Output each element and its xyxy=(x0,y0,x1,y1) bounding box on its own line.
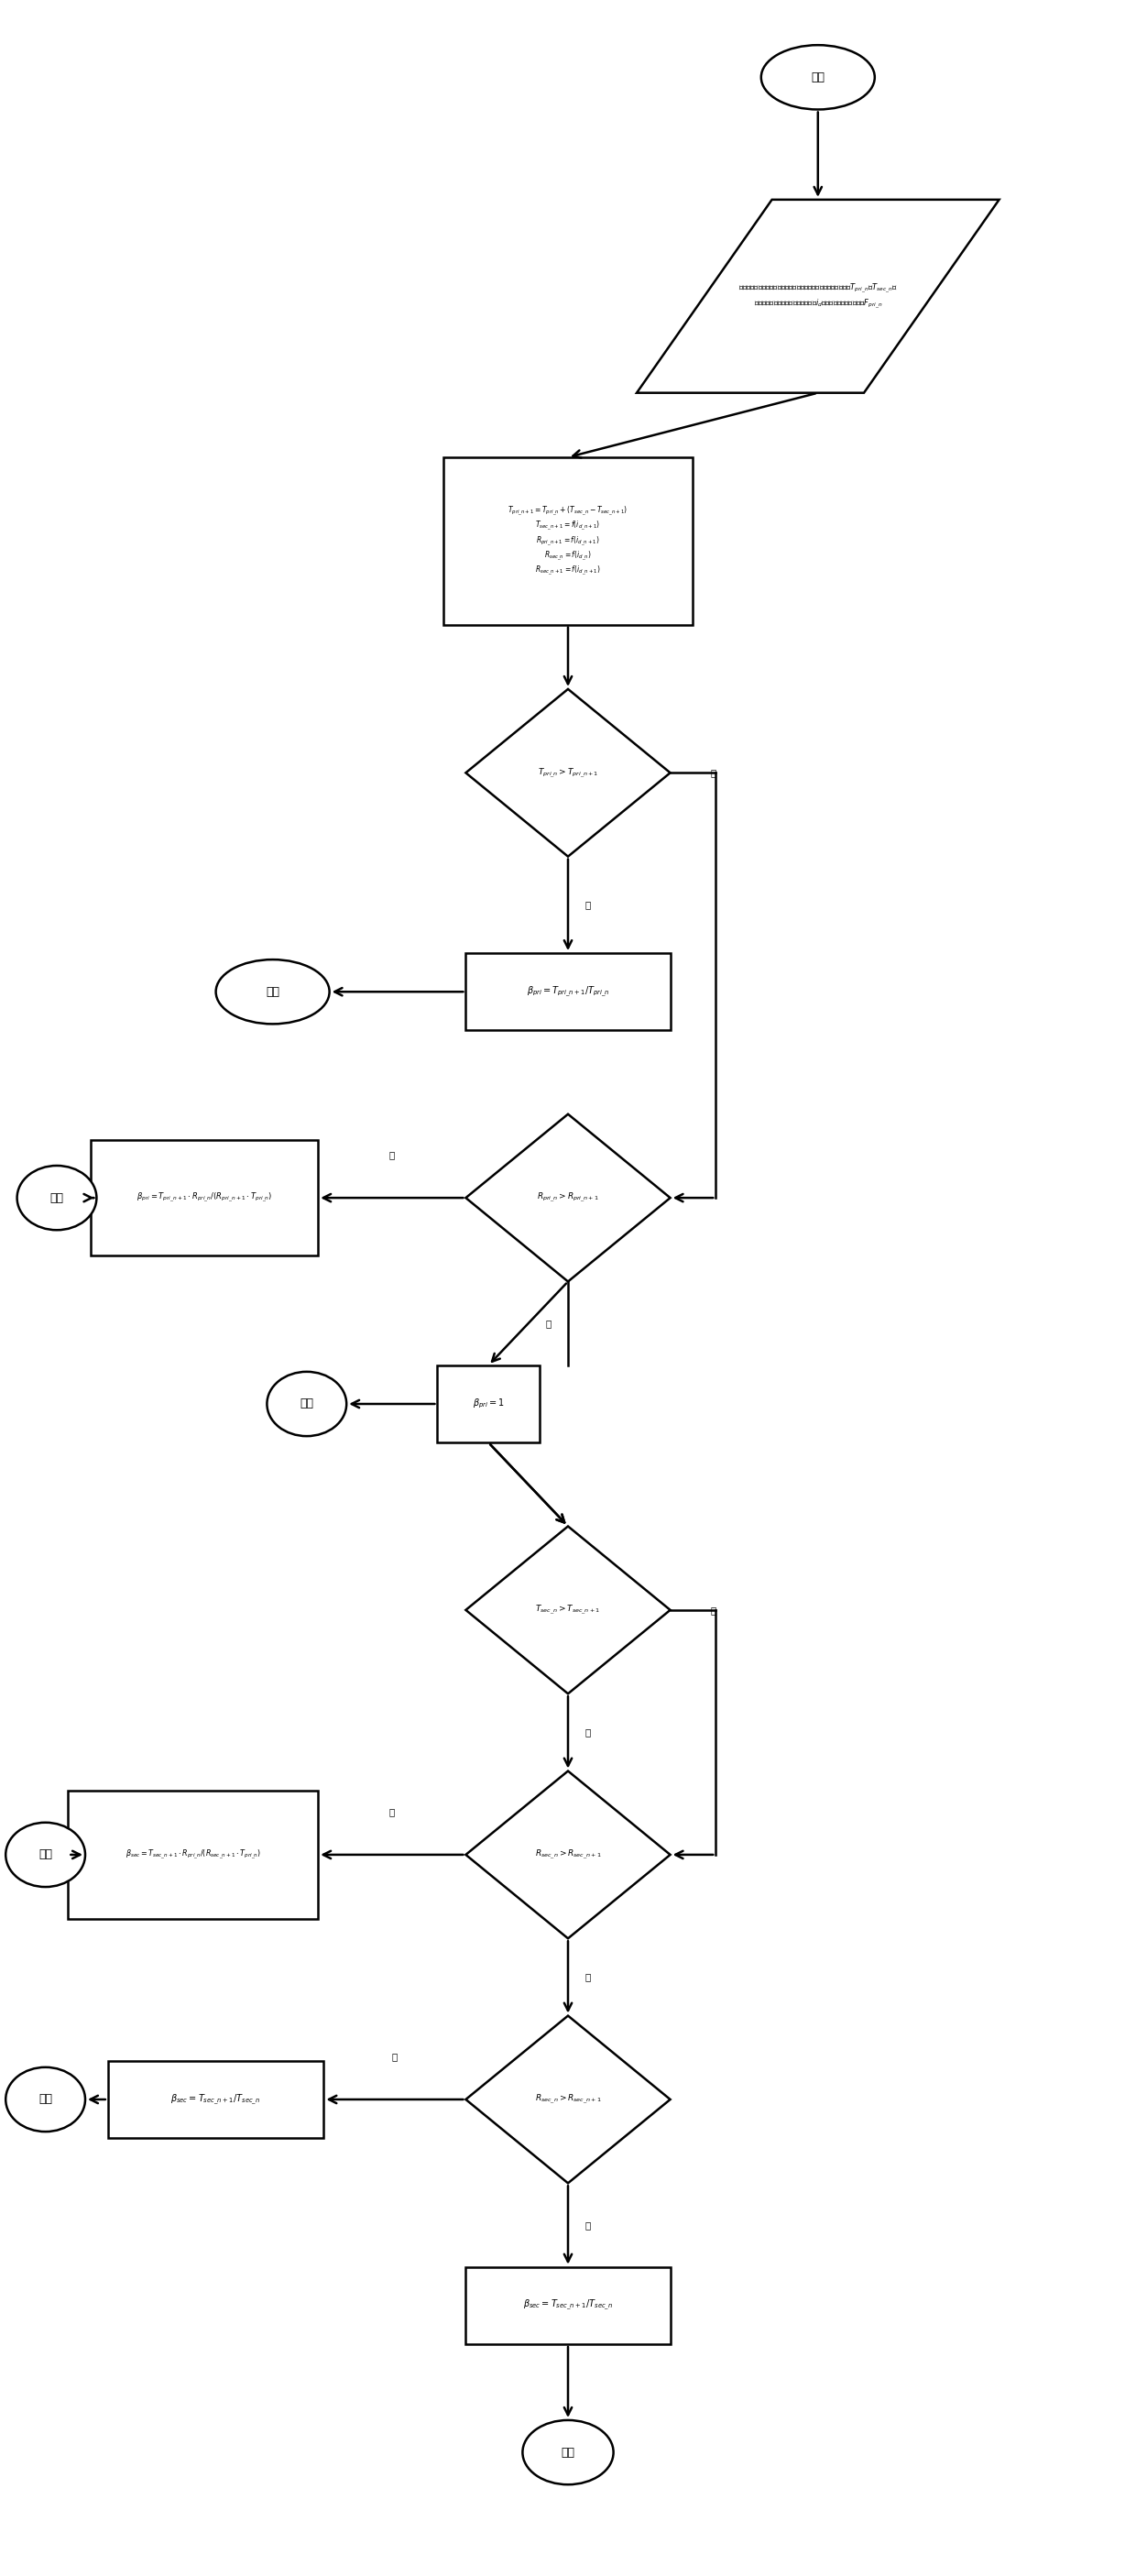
FancyBboxPatch shape xyxy=(466,2267,670,2344)
Text: 否: 否 xyxy=(545,1319,551,1329)
Text: 是: 是 xyxy=(389,1149,395,1159)
Text: 否: 否 xyxy=(710,768,716,778)
Text: 是: 是 xyxy=(389,1806,395,1816)
Text: 否: 否 xyxy=(585,2221,591,2231)
Text: $R_{sec\_n}>R_{sec\_n+1}$: $R_{sec\_n}>R_{sec\_n+1}$ xyxy=(535,1847,601,1862)
FancyBboxPatch shape xyxy=(68,1790,318,1919)
Text: $\beta_{sec}=T_{sec\_n+1}/T_{sec\_n}$: $\beta_{sec}=T_{sec\_n+1}/T_{sec\_n}$ xyxy=(170,2092,261,2107)
Text: 结束: 结束 xyxy=(39,2094,52,2105)
Text: 是: 是 xyxy=(585,899,591,909)
Text: 是: 是 xyxy=(392,2050,398,2061)
Text: 否: 否 xyxy=(585,1973,591,1981)
Ellipse shape xyxy=(216,961,329,1025)
Text: 结束: 结束 xyxy=(266,987,279,997)
Text: $\beta_{sec}=T_{sec\_n+1}/T_{sec\_n}$: $\beta_{sec}=T_{sec\_n+1}/T_{sec\_n}$ xyxy=(523,2298,613,2313)
Text: $\beta_{sec}=T_{sec\_n+1}\cdot R_{pri\_n}/(R_{sec\_n+1}\cdot T_{pri\_n})$: $\beta_{sec}=T_{sec\_n+1}\cdot R_{pri\_n… xyxy=(125,1847,261,1862)
Polygon shape xyxy=(636,201,1000,392)
FancyBboxPatch shape xyxy=(466,953,670,1030)
Ellipse shape xyxy=(6,2066,85,2133)
Text: $R_{sec\_n}>R_{sec\_n+1}$: $R_{sec\_n}>R_{sec\_n+1}$ xyxy=(535,2092,601,2107)
Text: $T_{pri\_n+1}=T_{pri\_n}+(T_{sec\_n}-T_{sec\_n+1})$
$T_{sec\_n+1}=f(i_{d\_n+1})$: $T_{pri\_n+1}=T_{pri\_n}+(T_{sec\_n}-T_{… xyxy=(508,505,628,577)
Polygon shape xyxy=(466,2014,670,2184)
FancyBboxPatch shape xyxy=(443,459,693,626)
Text: 开始: 开始 xyxy=(811,72,825,82)
Polygon shape xyxy=(466,1525,670,1695)
FancyBboxPatch shape xyxy=(108,2061,324,2138)
Text: 结束: 结束 xyxy=(300,1399,314,1409)
Ellipse shape xyxy=(17,1164,97,1231)
Text: 是: 是 xyxy=(585,1728,591,1736)
Ellipse shape xyxy=(6,1824,85,1886)
FancyBboxPatch shape xyxy=(91,1139,318,1255)
Text: 结束: 结束 xyxy=(50,1193,64,1203)
Text: 否: 否 xyxy=(710,1605,716,1615)
Ellipse shape xyxy=(267,1370,346,1437)
Text: $T_{pri\_n}>T_{pri\_n+1}$: $T_{pri\_n}>T_{pri\_n+1}$ xyxy=(537,765,599,781)
Text: 结束: 结束 xyxy=(39,1850,52,1860)
Ellipse shape xyxy=(523,2421,613,2483)
Text: $\beta_{pri}=1$: $\beta_{pri}=1$ xyxy=(473,1396,504,1412)
Polygon shape xyxy=(466,1772,670,1937)
Text: $\beta_{pri}=T_{pri\_n+1}/T_{pri\_n}$: $\beta_{pri}=T_{pri\_n+1}/T_{pri\_n}$ xyxy=(526,984,610,999)
Ellipse shape xyxy=(761,46,875,108)
FancyBboxPatch shape xyxy=(437,1365,540,1443)
Text: 结束: 结束 xyxy=(561,2447,575,2458)
Text: $\beta_{pri}=T_{pri\_n+1}\cdot R_{pri\_n}/(R_{pri\_n+1}\cdot T_{pri\_n})$: $\beta_{pri}=T_{pri\_n+1}\cdot R_{pri\_n… xyxy=(136,1190,273,1206)
Polygon shape xyxy=(466,1113,670,1280)
Text: 一个采样周期结束后，从变速器传感器获取当前时刻的传感器数据$T_{pri\_n}$、$T_{sec\_n}$；
以变速比控制模块输出的目标传动比$i_d$，主动: 一个采样周期结束后，从变速器传感器获取当前时刻的传感器数据$T_{pri\_n}… xyxy=(738,283,897,309)
Polygon shape xyxy=(466,690,670,855)
Text: $R_{pri\_n}>R_{pri\_n+1}$: $R_{pri\_n}>R_{pri\_n+1}$ xyxy=(537,1190,599,1206)
Text: $T_{sec\_n}>T_{sec\_n+1}$: $T_{sec\_n}>T_{sec\_n+1}$ xyxy=(535,1602,601,1618)
